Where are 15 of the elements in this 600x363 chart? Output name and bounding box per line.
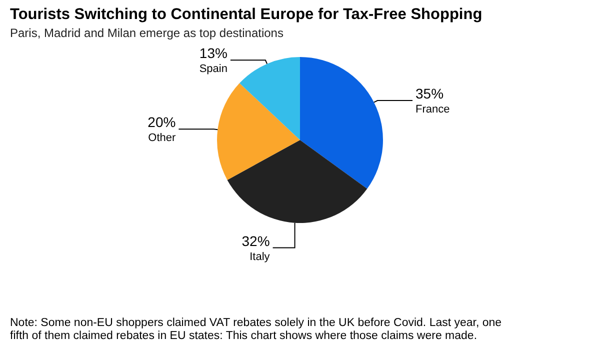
data-label: 13% xyxy=(199,45,228,62)
data-label: 20% xyxy=(148,114,176,130)
chart-subtitle: Paris, Madrid and Milan emerge as top destinations xyxy=(10,26,284,40)
text: Note: Some non-EU shoppers claimed VAT rebates solely in the UK before Covid. Last year, one fifth of them claimed rebates in EU states: This chart shows where those claims were made. xyxy=(10,317,502,342)
slice-label: France xyxy=(416,104,450,116)
pie-slice xyxy=(300,57,383,189)
slice-label: Other xyxy=(148,132,176,144)
slice-label: Spain xyxy=(199,63,228,76)
pie-slice xyxy=(239,57,300,140)
data-label: 32% xyxy=(242,232,270,249)
data-label: 35% xyxy=(416,86,444,102)
chart-title: Tourists Switching to Continental Europe for Tax-Free Shopping xyxy=(10,6,482,23)
slice-label: Italy xyxy=(250,250,270,263)
pie-slice xyxy=(217,83,300,180)
pie-slice xyxy=(227,140,368,223)
